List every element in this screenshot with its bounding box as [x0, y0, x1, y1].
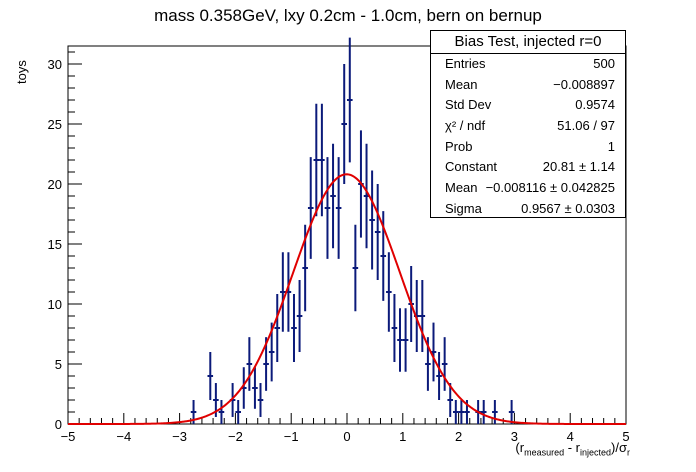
stats-key: Sigma [445, 200, 482, 216]
stats-value: 51.06 / 97 [557, 118, 615, 134]
x-tick-label: −5 [61, 429, 76, 444]
stats-row: Constant 20.81 ± 1.14 [431, 157, 625, 178]
x-tick-label: −3 [172, 429, 187, 444]
y-tick-label: 15 [48, 237, 62, 252]
y-tick-label: 25 [48, 117, 62, 132]
stats-value: 0.9567 ± 0.0303 [521, 200, 615, 216]
x-tick-label: −4 [116, 429, 131, 444]
stats-key: Constant [445, 159, 498, 175]
stats-key: Mean [445, 180, 478, 196]
x-axis-label: (rmeasured - rinjected)/σr [515, 440, 630, 458]
x-tick-label: 5 [622, 429, 629, 444]
stats-row: Mean −0.008116 ± 0.042825 [431, 178, 625, 199]
stats-value: 500 [593, 56, 615, 71]
stats-key: χ² / ndf [445, 118, 486, 134]
chart-title: mass 0.358GeV, lxy 0.2cm - 1.0cm, bern o… [154, 6, 542, 25]
y-tick-label: 5 [55, 357, 62, 372]
x-tick-label: −2 [228, 429, 243, 444]
stats-value: 20.81 ± 1.14 [542, 159, 615, 175]
x-tick-label: 1 [399, 429, 406, 444]
stats-row: Entries 500 [431, 54, 625, 75]
stats-value: 0.9574 [575, 97, 615, 113]
y-tick-label: 20 [48, 177, 62, 192]
stats-value: −0.008116 ± 0.042825 [485, 180, 615, 196]
x-tick-label: 3 [511, 429, 518, 444]
y-tick-label: 10 [48, 297, 62, 312]
y-tick-label: 30 [48, 57, 62, 72]
y-axis-label: toys [14, 60, 29, 84]
stats-row: Sigma 0.9567 ± 0.0303 [431, 199, 625, 220]
x-tick-label: 4 [567, 429, 574, 444]
y-tick-label: 0 [55, 417, 62, 432]
stats-key: Entries [445, 56, 486, 71]
x-tick-label: −1 [284, 429, 299, 444]
stats-key: Mean [445, 76, 478, 92]
stats-value: −0.008897 [553, 76, 615, 92]
stats-row: Std Dev 0.9574 [431, 95, 625, 116]
stats-key: Std Dev [445, 97, 492, 113]
gaussian-fit-curve [68, 173, 626, 425]
stats-header: Bias Test, injected r=0 [431, 31, 625, 54]
x-tick-label: 2 [455, 429, 462, 444]
stats-row: Mean −0.008897 [431, 75, 625, 96]
stats-value: 1 [607, 138, 615, 154]
stats-row: Prob 1 [431, 137, 625, 158]
stats-key: Prob [445, 138, 473, 154]
stats-box: Bias Test, injected r=0 Entries 500 Mean −0… [430, 30, 626, 218]
x-tick-label: 0 [343, 429, 350, 444]
stats-row: χ² / ndf 51.06 / 97 [431, 116, 625, 137]
